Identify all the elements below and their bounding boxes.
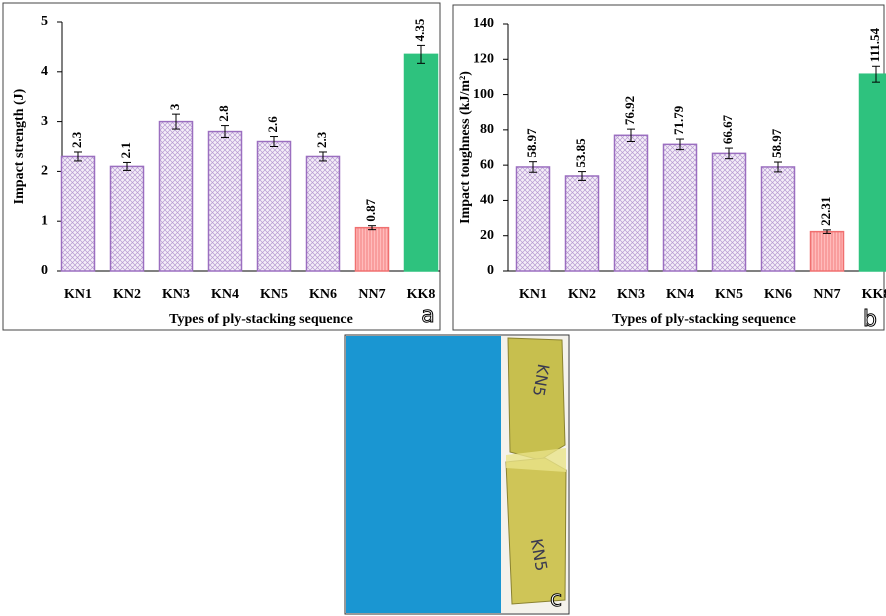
y-tick-label: 0 [41, 263, 48, 278]
specimen-lower [506, 458, 566, 604]
bar [356, 228, 389, 271]
value-label: 4.35 [412, 18, 427, 41]
value-label: 3 [167, 103, 182, 110]
x-tick-label: KK8 [862, 287, 886, 302]
value-label: 2.3 [314, 131, 329, 148]
y-tick-label: 40 [480, 193, 494, 208]
y-axis-title: Impact toughness (kJ/m²) [458, 71, 473, 224]
x-tick-label: KN2 [568, 287, 596, 302]
value-label: 58.97 [769, 128, 784, 158]
panel-label: c [550, 587, 562, 612]
value-label: 2.6 [265, 116, 280, 133]
y-tick-label: 100 [473, 87, 494, 102]
bar [258, 142, 291, 271]
panel-label: a [421, 303, 434, 328]
value-label: 53.85 [573, 138, 588, 168]
figure: KN5 KN5 c 0 1 2 3 4 5 2.3 KN1 2.1 KN2 3 KN3 2.8 KN4 2.… [0, 0, 886, 616]
value-label: 2.1 [118, 142, 133, 158]
specimen-upper [508, 338, 565, 460]
x-tick-label: KN2 [113, 287, 141, 302]
bar [664, 144, 697, 271]
x-tick-label: KN1 [64, 287, 92, 302]
bar [811, 232, 844, 271]
y-tick-label: 1 [41, 213, 48, 228]
bar [160, 122, 193, 271]
x-tick-label: KN6 [309, 287, 337, 302]
value-label: 111.54 [867, 27, 882, 62]
x-tick-label: NN7 [813, 287, 840, 302]
value-label: 2.3 [69, 131, 84, 148]
bar [713, 153, 746, 271]
y-tick-label: 120 [473, 52, 494, 67]
value-label: 58.97 [524, 128, 539, 158]
x-tick-label: KN5 [260, 287, 288, 302]
value-label: 66.67 [720, 114, 735, 144]
y-tick-label: 0 [487, 263, 494, 278]
y-tick-label: 3 [41, 114, 48, 129]
y-tick-label: 60 [480, 157, 494, 172]
y-tick-label: 20 [480, 228, 494, 243]
bar [860, 74, 886, 271]
bar [566, 176, 599, 271]
bar [762, 167, 795, 271]
x-axis-title: Types of ply-stacking sequence [612, 312, 796, 327]
value-label: 22.31 [818, 197, 833, 226]
panel-label: b [863, 307, 877, 332]
photo-blue-area [346, 336, 501, 613]
photo: KN5 KN5 c [345, 335, 569, 614]
x-tick-label: KN1 [519, 287, 547, 302]
y-tick-label: 140 [473, 16, 494, 31]
x-tick-label: KN3 [162, 287, 190, 302]
bar [405, 54, 438, 271]
y-tick-label: 2 [41, 164, 48, 179]
bar [615, 135, 648, 271]
bar [209, 132, 242, 271]
x-axis-title: Types of ply-stacking sequence [169, 312, 353, 327]
value-label: 2.8 [216, 105, 231, 122]
y-tick-label: 4 [41, 64, 48, 79]
value-label: 71.79 [671, 105, 686, 135]
y-tick-label: 5 [41, 14, 48, 29]
y-tick-label: 80 [480, 122, 494, 137]
bar [517, 167, 550, 271]
value-label: 76.92 [622, 96, 637, 125]
x-tick-label: KK8 [407, 287, 436, 302]
x-tick-label: KN4 [666, 287, 694, 302]
x-tick-label: NN7 [358, 287, 385, 302]
x-tick-label: KN3 [617, 287, 645, 302]
bar [62, 156, 95, 271]
x-tick-label: KN6 [764, 287, 792, 302]
x-tick-label: KN5 [715, 287, 743, 302]
y-axis-title: Impact strength (J) [12, 88, 27, 204]
x-tick-label: KN4 [211, 287, 239, 302]
value-label: 0.87 [363, 198, 378, 221]
bar [111, 166, 144, 271]
bar [307, 156, 340, 271]
